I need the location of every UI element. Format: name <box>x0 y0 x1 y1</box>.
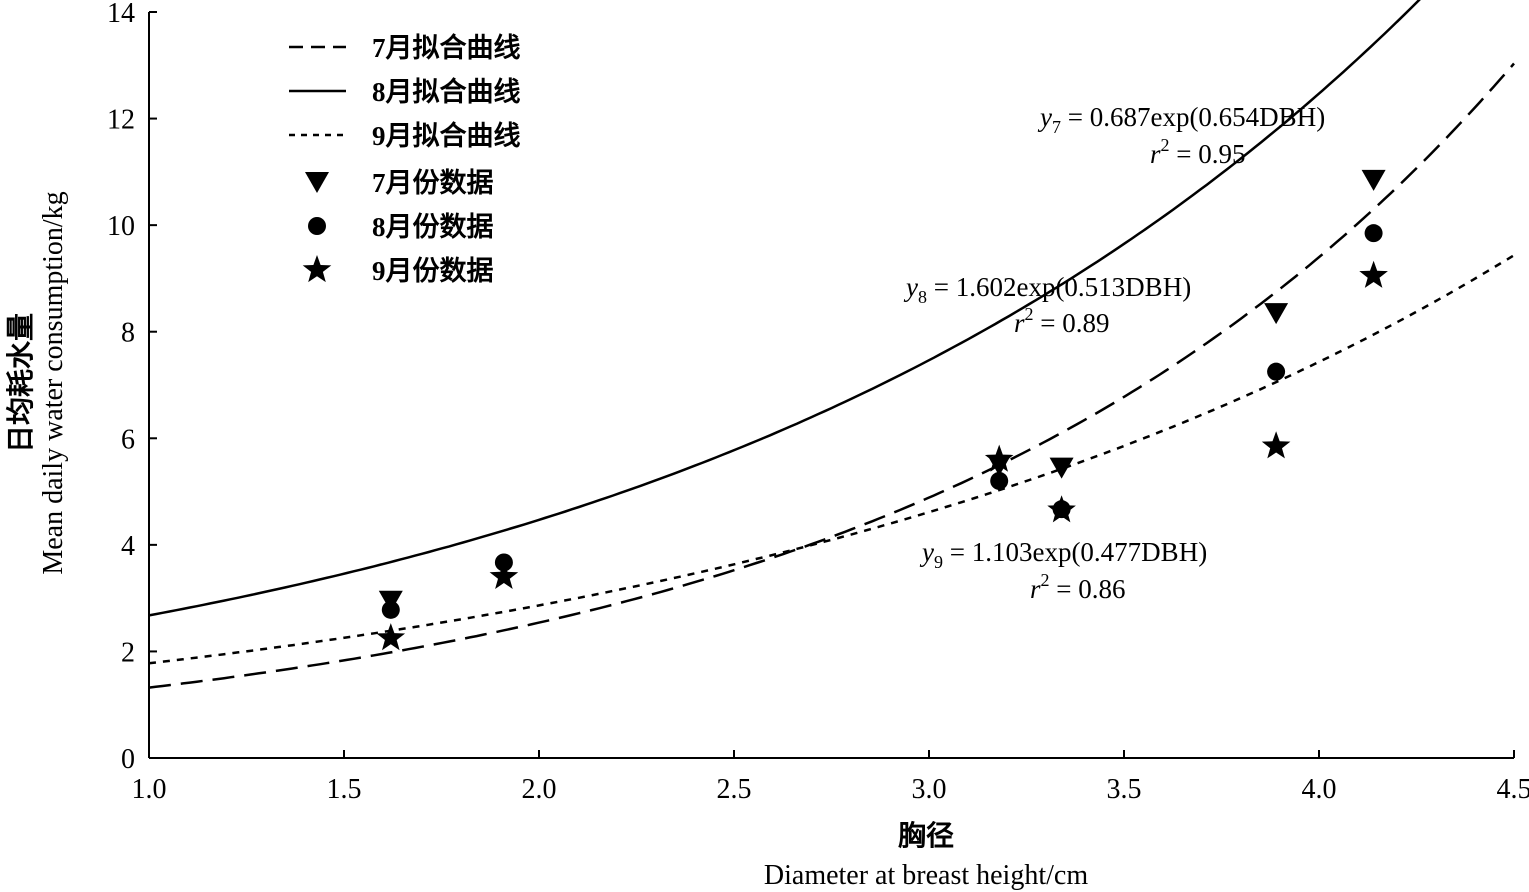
x-ticks: 1.0 1.5 2.0 2.5 3.0 3.5 4.0 4.5 <box>132 750 1529 805</box>
legend-label: 8月拟合曲线 <box>372 76 521 107</box>
y-tick-label: 12 <box>107 105 135 136</box>
data-point-star <box>984 444 1014 472</box>
y-tick-label: 6 <box>121 424 135 455</box>
data-point-circle <box>990 471 1009 490</box>
data-point-star <box>1359 260 1388 288</box>
y-tick-label: 14 <box>107 0 135 29</box>
y-tick-label: 0 <box>121 744 135 775</box>
r2-text-7: r2 = 0.95 <box>1150 135 1246 169</box>
x-tick-label: 1.5 <box>327 774 362 805</box>
y-tick-label: 10 <box>107 211 135 242</box>
data-point-star <box>376 623 406 651</box>
x-tick-label: 2.0 <box>522 774 557 805</box>
data-point-star <box>489 561 519 589</box>
legend-marker-circle <box>308 217 326 235</box>
legend-marker-triangle-down <box>305 172 329 193</box>
x-tick-label: 4.5 <box>1497 774 1529 805</box>
data-points <box>376 169 1388 651</box>
data-point-triangle-down <box>1361 169 1386 191</box>
r2-text-9: r2 = 0.86 <box>1030 570 1126 604</box>
fit-curve-8 <box>148 0 1421 617</box>
x-axis-label-cn: 胸径 <box>898 820 954 852</box>
data-point-circle <box>1267 362 1286 381</box>
y-tick-label: 2 <box>121 637 135 668</box>
data-point-circle <box>381 600 400 619</box>
legend-label: 8月份数据 <box>372 212 494 242</box>
y-tick-label: 8 <box>121 318 135 349</box>
y-ticks: 0 2 4 6 8 10 12 14 <box>107 0 157 775</box>
legend-label: 7月拟合曲线 <box>372 32 521 63</box>
x-tick-label: 3.5 <box>1107 774 1142 805</box>
axes <box>148 12 1514 759</box>
x-axis-label-en: Diameter at breast height/cm <box>764 860 1088 891</box>
data-point-triangle-down <box>1049 457 1074 479</box>
data-point-star <box>1261 431 1291 459</box>
y-axis-label-en: Mean daily water consumption/kg <box>38 191 69 574</box>
y-tick-label: 4 <box>121 531 135 562</box>
data-point-star <box>1047 495 1076 523</box>
r2-text-8: r2 = 0.89 <box>1014 304 1110 338</box>
legend-label: 9月拟合曲线 <box>372 120 521 151</box>
fit-curves <box>148 0 1515 689</box>
x-tick-label: 3.0 <box>912 774 947 805</box>
data-point-circle <box>1364 224 1383 243</box>
fit-curve-9 <box>148 254 1515 665</box>
x-tick-label: 1.0 <box>132 774 167 805</box>
legend: 7月拟合曲线 8月拟合曲线 9月拟合曲线 7月份数据 8月份数据 9月份数据 <box>289 32 521 286</box>
equations: y7 = 0.687exp(0.654DBH)r2 = 0.95 y8 = 1.6… <box>903 102 1325 604</box>
x-tick-label: 4.0 <box>1302 774 1337 805</box>
legend-label: 7月份数据 <box>372 168 494 198</box>
legend-label: 9月份数据 <box>372 256 494 286</box>
legend-marker-star <box>302 255 332 283</box>
y-axis-label-cn: 日均耗水量 <box>5 313 37 453</box>
fit-curve-7 <box>148 62 1515 689</box>
equation-text-8: y8 = 1.602exp(0.513DBH) <box>903 272 1191 307</box>
equation-text-7: y7 = 0.687exp(0.654DBH) <box>1037 102 1325 137</box>
x-tick-label: 2.5 <box>717 774 752 805</box>
data-point-triangle-down <box>1264 303 1289 325</box>
equation-text-9: y9 = 1.103exp(0.477DBH) <box>919 537 1207 572</box>
